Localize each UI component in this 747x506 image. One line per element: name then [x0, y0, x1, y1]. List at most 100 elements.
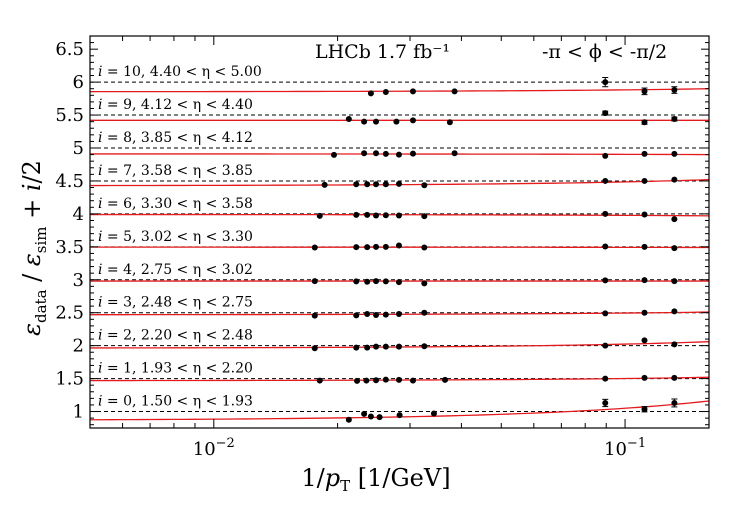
y-tick-label: 4.5: [55, 171, 84, 192]
y-tick-label: 6: [73, 72, 84, 93]
data-point-i7: [671, 176, 678, 183]
data-point-i1: [382, 376, 389, 383]
data-point-i3: [395, 311, 402, 318]
data-point-i8: [395, 151, 402, 158]
bin-label-i0: i = 0, 1.50 < η < 1.93: [98, 394, 253, 410]
data-point-i1: [671, 374, 678, 381]
data-point-i0: [641, 406, 648, 413]
data-point-i5: [395, 242, 402, 249]
data-point-i2: [641, 337, 648, 344]
x-tick-label: 10−2: [193, 436, 235, 460]
data-point-i4: [641, 277, 648, 284]
data-point-i10: [451, 88, 458, 95]
bin-label-i8: i = 8, 3.85 < η < 4.12: [98, 130, 253, 146]
data-point-i3: [364, 311, 371, 318]
data-point-i2: [364, 344, 371, 351]
bin-label-i7: i = 7, 3.58 < η < 3.85: [98, 163, 253, 179]
data-point-i6: [353, 211, 360, 218]
data-point-i5: [364, 244, 371, 251]
data-point-i10: [409, 88, 416, 95]
data-point-i6: [602, 210, 609, 217]
chart-title: LHCb 1.7 fb⁻¹: [315, 41, 450, 63]
phi-range-label: -π < ϕ < -π/2: [542, 41, 667, 63]
data-point-i0: [361, 410, 368, 417]
data-point-i8: [361, 150, 368, 157]
data-point-i6: [373, 212, 380, 219]
data-point-i7: [421, 182, 428, 189]
data-point-i9: [345, 116, 352, 123]
data-point-i6: [641, 211, 648, 218]
data-point-i1: [442, 376, 449, 383]
data-point-i7: [364, 181, 371, 188]
data-point-i4: [421, 280, 428, 287]
bin-label-i6: i = 6, 3.30 < η < 3.58: [98, 196, 253, 212]
y-tick-label: 6.5: [55, 39, 84, 60]
y-tick-label: 3.5: [55, 237, 84, 258]
data-point-i5: [602, 243, 609, 250]
data-point-i3: [353, 312, 360, 319]
fit-line-i10: [89, 88, 710, 93]
y-tick-label: 3: [73, 270, 84, 291]
data-point-i3: [311, 312, 318, 319]
data-point-i8: [602, 152, 609, 159]
data-point-i8: [641, 150, 648, 157]
data-point-i2: [311, 345, 318, 352]
data-point-i0: [345, 416, 352, 423]
data-point-i8: [330, 151, 337, 158]
data-point-i0: [376, 414, 383, 421]
data-point-i6: [364, 211, 371, 218]
data-point-i7: [641, 177, 648, 184]
data-point-i6: [421, 213, 428, 220]
y-tick-label: 1.5: [55, 369, 84, 390]
x-tick-label: 10−1: [604, 436, 646, 460]
data-point-i1: [354, 377, 361, 384]
data-point-i4: [671, 278, 678, 285]
data-point-i5: [373, 243, 380, 250]
data-point-i1: [316, 377, 323, 384]
bin-label-i3: i = 3, 2.48 < η < 2.75: [98, 295, 253, 311]
data-point-i9: [361, 118, 368, 125]
data-point-i10: [671, 87, 678, 94]
data-point-i3: [382, 311, 389, 318]
data-point-i7: [395, 180, 402, 187]
data-point-i5: [671, 245, 678, 252]
data-point-i0: [671, 399, 678, 406]
data-point-i4: [353, 278, 360, 285]
data-point-i6: [382, 212, 389, 219]
data-point-i10: [641, 88, 648, 95]
data-point-i7: [373, 181, 380, 188]
data-point-i8: [409, 150, 416, 157]
data-point-i3: [671, 308, 678, 315]
y-tick-label: 4: [73, 204, 84, 225]
y-tick-label: 5.5: [55, 105, 84, 126]
data-point-i5: [311, 244, 318, 251]
data-point-i9: [446, 119, 453, 126]
x-axis-title: 1/pT [1/GeV]: [301, 464, 450, 495]
bin-label-i5: i = 5, 3.02 < η < 3.30: [98, 229, 253, 245]
data-point-i4: [364, 278, 371, 285]
data-point-i5: [421, 244, 428, 251]
data-point-i2: [373, 343, 380, 350]
y-tick-label: 5: [73, 138, 84, 159]
data-point-i1: [395, 376, 402, 383]
data-point-i9: [393, 118, 400, 125]
data-point-i9: [641, 119, 648, 126]
data-point-i3: [602, 310, 609, 317]
data-point-i9: [409, 117, 416, 124]
data-point-i1: [602, 375, 609, 382]
data-point-i3: [373, 312, 380, 319]
data-point-i9: [671, 116, 678, 123]
data-point-i8: [382, 150, 389, 157]
data-point-i2: [421, 343, 428, 350]
plot-frame: [89, 35, 710, 429]
data-point-i2: [395, 343, 402, 350]
data-point-i0: [602, 399, 609, 406]
data-point-i5: [641, 243, 648, 250]
data-point-i1: [409, 377, 416, 384]
data-point-i0: [430, 410, 437, 417]
data-point-i7: [321, 181, 328, 188]
bin-label-i1: i = 1, 1.93 < η < 2.20: [98, 361, 253, 377]
data-point-i7: [602, 177, 609, 184]
data-point-i0: [396, 412, 403, 419]
